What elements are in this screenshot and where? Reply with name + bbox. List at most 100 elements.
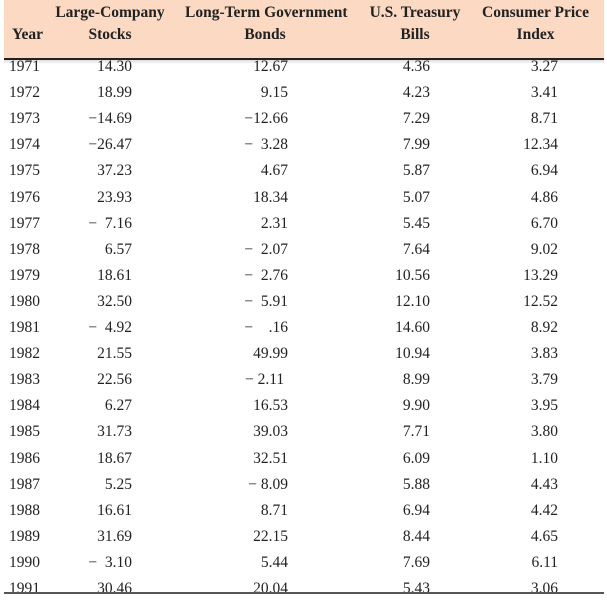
stocks-cell: 21.55 bbox=[97, 345, 132, 363]
table-row: 1972 18.99 9.15 4.23 3.41 bbox=[0, 80, 607, 106]
table-row: 1990 − 3.10 5.44 7.69 6.11 bbox=[0, 550, 607, 576]
cpi-cell: 3.27 bbox=[530, 58, 558, 75]
bottom-rule bbox=[4, 592, 604, 594]
bills-cell: 5.87 bbox=[402, 162, 430, 180]
cpi-cell: 3.79 bbox=[530, 371, 558, 389]
bills-cell: 7.71 bbox=[402, 423, 430, 441]
bills-cell: 4.36 bbox=[402, 58, 430, 75]
table-row: 1978 6.57 − 2.07 7.64 9.02 bbox=[0, 237, 607, 263]
year-cell: 1982 bbox=[9, 345, 40, 363]
bonds-cell: − 2.07 bbox=[244, 240, 288, 258]
cpi-cell: 4.42 bbox=[530, 501, 558, 519]
table-row: 1979 18.61 − 2.76 10.56 13.29 bbox=[0, 263, 607, 289]
bills-cell: 5.07 bbox=[402, 188, 430, 206]
cpi-cell: 4.43 bbox=[530, 475, 558, 493]
bills-cell: 5.88 bbox=[402, 475, 430, 493]
stocks-cell: 18.61 bbox=[97, 266, 132, 284]
year-cell: 1973 bbox=[9, 110, 40, 128]
table-row: 1974 −26.47 − 3.28 7.99 12.34 bbox=[0, 132, 607, 158]
stocks-cell: −26.47 bbox=[88, 136, 132, 154]
table-row: 1982 21.55 49.99 10.94 3.83 bbox=[0, 341, 607, 367]
stocks-cell: − 4.92 bbox=[88, 319, 132, 336]
table-header bbox=[4, 0, 604, 58]
stocks-cell: 31.69 bbox=[97, 527, 132, 545]
stocks-cell: 18.99 bbox=[97, 84, 132, 102]
bonds-cell: − 8.09 bbox=[248, 475, 288, 493]
year-cell: 1971 bbox=[9, 58, 40, 75]
year-cell: 1981 bbox=[9, 319, 40, 336]
bills-cell: 7.29 bbox=[402, 110, 430, 128]
stocks-cell: − 7.16 bbox=[88, 214, 132, 232]
cpi-cell: 9.02 bbox=[530, 240, 558, 258]
cpi-cell: 4.86 bbox=[530, 188, 558, 206]
bills-cell: 9.90 bbox=[402, 397, 430, 415]
cpi-cell: 6.11 bbox=[531, 553, 558, 571]
cpi-cell: 8.71 bbox=[530, 110, 558, 128]
year-cell: 1983 bbox=[9, 371, 40, 389]
stocks-cell: − 3.10 bbox=[88, 553, 132, 571]
cpi-cell: 3.95 bbox=[530, 397, 558, 415]
stocks-cell: 23.93 bbox=[97, 188, 132, 206]
stocks-cell: −14.69 bbox=[88, 110, 132, 128]
year-cell: 1989 bbox=[9, 527, 40, 545]
stocks-cell: 5.25 bbox=[104, 475, 132, 493]
bonds-cell: 18.34 bbox=[253, 188, 288, 206]
cpi-cell: 6.70 bbox=[530, 214, 558, 232]
bonds-cell: 32.51 bbox=[253, 449, 288, 467]
stocks-cell: 37.23 bbox=[97, 162, 132, 180]
header-year: Year bbox=[12, 26, 43, 43]
table-row: 1985 31.73 39.03 7.71 3.80 bbox=[0, 419, 607, 445]
header-bills-line2: Bills bbox=[400, 26, 430, 43]
stocks-cell: 31.73 bbox=[97, 423, 132, 441]
table-row: 1987 5.25 − 8.09 5.88 4.43 bbox=[0, 472, 607, 498]
stocks-cell: 30.46 bbox=[97, 580, 132, 597]
cpi-cell: 13.29 bbox=[523, 266, 558, 284]
bonds-cell: 39.03 bbox=[253, 423, 288, 441]
bonds-cell: 8.71 bbox=[260, 501, 288, 519]
year-cell: 1979 bbox=[9, 266, 40, 284]
stocks-cell: 14.30 bbox=[97, 58, 132, 75]
cpi-cell: 3.83 bbox=[530, 345, 558, 363]
bonds-cell: 5.44 bbox=[260, 553, 288, 571]
bonds-cell: − 5.91 bbox=[244, 292, 288, 310]
header-stocks-line1: Large-Company bbox=[55, 4, 165, 21]
header-bonds-line2: Bonds bbox=[244, 26, 286, 43]
bonds-cell: −12.66 bbox=[244, 110, 288, 128]
bills-cell: 6.94 bbox=[402, 501, 430, 519]
table-row: 1991 30.46 20.04 5.43 3.06 bbox=[0, 576, 607, 602]
bonds-cell: − 3.28 bbox=[244, 136, 288, 154]
bonds-cell: − 2.11 bbox=[244, 371, 288, 389]
bills-cell: 8.99 bbox=[402, 371, 430, 389]
table-row: 1986 18.67 32.51 6.09 1.10 bbox=[0, 446, 607, 472]
cpi-cell: 3.06 bbox=[530, 580, 558, 597]
header-stocks-line2: Stocks bbox=[88, 26, 132, 43]
stocks-cell: 6.57 bbox=[104, 240, 132, 258]
bonds-cell: 4.67 bbox=[260, 162, 288, 180]
bills-cell: 7.69 bbox=[402, 553, 430, 571]
stocks-cell: 6.27 bbox=[104, 397, 132, 415]
bonds-cell: 2.31 bbox=[260, 214, 288, 232]
year-cell: 1977 bbox=[9, 214, 40, 232]
cpi-cell: 3.41 bbox=[530, 84, 558, 102]
stocks-cell: 32.50 bbox=[97, 292, 132, 310]
cpi-cell: 8.92 bbox=[530, 319, 558, 336]
year-cell: 1972 bbox=[9, 84, 40, 102]
stocks-cell: 18.67 bbox=[97, 449, 132, 467]
stocks-cell: 22.56 bbox=[97, 371, 132, 389]
header-shadow bbox=[4, 60, 604, 64]
cpi-cell: 3.80 bbox=[530, 423, 558, 441]
year-cell: 1975 bbox=[9, 162, 40, 180]
table-row: 1971 14.30 12.67 4.36 3.27 bbox=[0, 54, 607, 80]
year-cell: 1978 bbox=[9, 240, 40, 258]
table-row: 1976 23.93 18.34 5.07 4.86 bbox=[0, 185, 607, 211]
header-cpi-line1: Consumer Price bbox=[482, 4, 589, 21]
bills-cell: 10.56 bbox=[395, 266, 430, 284]
bills-cell: 7.99 bbox=[402, 136, 430, 154]
bills-cell: 12.10 bbox=[395, 292, 430, 310]
bonds-cell: − 2.76 bbox=[244, 266, 288, 284]
table-row: 1989 31.69 22.15 8.44 4.65 bbox=[0, 524, 607, 550]
year-cell: 1987 bbox=[9, 475, 40, 493]
bonds-cell: 49.99 bbox=[253, 345, 288, 363]
bills-cell: 4.23 bbox=[402, 84, 430, 102]
year-cell: 1985 bbox=[9, 423, 40, 441]
